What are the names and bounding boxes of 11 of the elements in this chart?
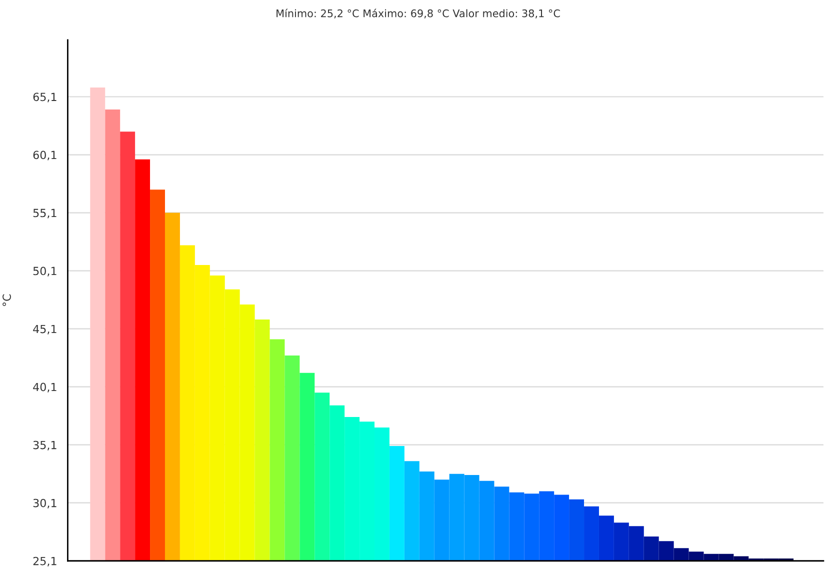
y-tick-label: 55,1 xyxy=(33,208,56,218)
y-tick-label: 25,1 xyxy=(33,556,56,566)
y-axis-title: °C xyxy=(2,294,11,306)
y-tick-label: 60,1 xyxy=(33,150,56,160)
y-tick-label: 45,1 xyxy=(33,324,56,334)
y-tick-label: 35,1 xyxy=(33,440,56,450)
y-tick-label: 30,1 xyxy=(33,498,56,508)
y-tick-label: 50,1 xyxy=(33,266,56,276)
chart-title: Mínimo: 25,2 °C Máximo: 69,8 °C Valor medio: 38,1 °C xyxy=(276,8,560,18)
y-tick-label: 65,1 xyxy=(33,92,56,102)
y-tick-label: 40,1 xyxy=(33,382,56,392)
